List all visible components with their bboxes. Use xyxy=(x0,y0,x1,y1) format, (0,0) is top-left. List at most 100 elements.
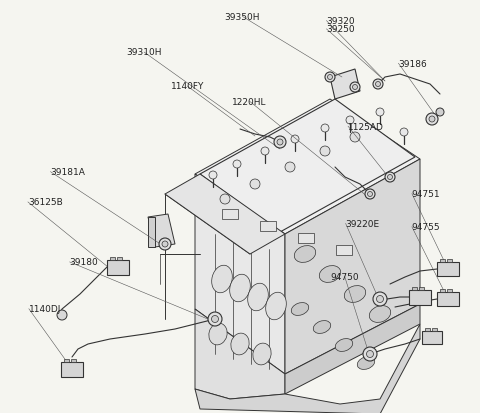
Bar xyxy=(61,362,83,377)
Text: 39320: 39320 xyxy=(326,17,355,26)
Circle shape xyxy=(320,147,330,157)
Text: 1140DJ: 1140DJ xyxy=(29,304,61,313)
Ellipse shape xyxy=(253,343,271,365)
Bar xyxy=(440,289,445,292)
Circle shape xyxy=(376,296,384,303)
Ellipse shape xyxy=(248,284,268,311)
Bar xyxy=(110,257,115,260)
Circle shape xyxy=(261,147,269,156)
Text: 39186: 39186 xyxy=(398,59,427,69)
Bar xyxy=(71,358,76,362)
Circle shape xyxy=(426,114,438,126)
Bar xyxy=(437,292,459,306)
Circle shape xyxy=(274,137,286,149)
Circle shape xyxy=(277,140,283,146)
Circle shape xyxy=(159,238,171,250)
Text: 94755: 94755 xyxy=(412,223,441,232)
Bar xyxy=(107,260,129,275)
Bar xyxy=(64,358,69,362)
Ellipse shape xyxy=(369,306,391,323)
Circle shape xyxy=(350,133,360,142)
Circle shape xyxy=(321,125,329,133)
Bar xyxy=(440,259,445,262)
Ellipse shape xyxy=(294,246,316,263)
Polygon shape xyxy=(195,309,285,399)
Circle shape xyxy=(250,180,260,190)
Text: 39181A: 39181A xyxy=(50,168,85,177)
Polygon shape xyxy=(195,100,420,235)
Text: 1220HL: 1220HL xyxy=(232,97,267,107)
Polygon shape xyxy=(285,304,420,394)
Ellipse shape xyxy=(344,286,366,303)
Circle shape xyxy=(376,109,384,117)
Polygon shape xyxy=(195,175,285,374)
Ellipse shape xyxy=(212,266,232,293)
Circle shape xyxy=(209,171,217,180)
Polygon shape xyxy=(200,100,415,233)
Ellipse shape xyxy=(319,266,341,283)
Bar xyxy=(437,262,459,276)
Circle shape xyxy=(212,316,218,323)
Circle shape xyxy=(400,129,408,137)
Text: 36125B: 36125B xyxy=(28,198,62,207)
Circle shape xyxy=(387,175,393,180)
Circle shape xyxy=(57,310,67,320)
Circle shape xyxy=(429,117,435,123)
Text: 39350H: 39350H xyxy=(225,13,260,22)
Circle shape xyxy=(385,173,395,183)
Text: 94750: 94750 xyxy=(330,272,359,281)
Bar xyxy=(409,290,431,305)
Circle shape xyxy=(373,292,387,306)
Bar xyxy=(425,328,430,331)
Circle shape xyxy=(325,73,335,83)
Circle shape xyxy=(285,163,295,173)
Text: 39220E: 39220E xyxy=(346,219,380,228)
Polygon shape xyxy=(330,70,360,100)
Bar xyxy=(222,209,238,219)
Bar xyxy=(422,331,442,344)
Ellipse shape xyxy=(231,333,249,355)
Ellipse shape xyxy=(230,275,250,302)
Polygon shape xyxy=(148,218,155,247)
Bar xyxy=(447,289,452,292)
Text: 94751: 94751 xyxy=(412,190,441,199)
Polygon shape xyxy=(165,175,285,254)
Text: 39250: 39250 xyxy=(326,25,355,34)
Bar xyxy=(298,233,314,243)
Text: 39180: 39180 xyxy=(70,258,98,267)
Circle shape xyxy=(352,85,358,90)
Circle shape xyxy=(350,83,360,93)
Bar xyxy=(412,287,417,290)
Text: 1140FY: 1140FY xyxy=(170,82,204,91)
Circle shape xyxy=(327,75,333,80)
Ellipse shape xyxy=(291,303,309,316)
Circle shape xyxy=(208,312,222,326)
Ellipse shape xyxy=(336,339,353,351)
Bar xyxy=(432,328,437,331)
Bar xyxy=(336,245,352,255)
Circle shape xyxy=(367,351,373,358)
Circle shape xyxy=(220,195,230,204)
Bar xyxy=(260,221,276,231)
Text: 39310H: 39310H xyxy=(126,48,162,57)
Circle shape xyxy=(233,161,241,169)
Circle shape xyxy=(373,80,383,90)
Circle shape xyxy=(365,190,375,199)
Bar xyxy=(117,257,122,260)
Ellipse shape xyxy=(357,357,375,370)
Polygon shape xyxy=(148,214,175,247)
Ellipse shape xyxy=(266,292,286,320)
Polygon shape xyxy=(285,159,420,374)
Circle shape xyxy=(363,347,377,361)
Bar xyxy=(419,287,424,290)
Circle shape xyxy=(162,242,168,247)
Circle shape xyxy=(436,109,444,117)
Circle shape xyxy=(368,192,372,197)
Polygon shape xyxy=(195,324,420,413)
Ellipse shape xyxy=(209,323,227,345)
Circle shape xyxy=(346,117,354,125)
Ellipse shape xyxy=(313,321,331,334)
Text: 1125AD: 1125AD xyxy=(348,122,384,131)
Bar xyxy=(447,259,452,262)
Circle shape xyxy=(291,136,299,144)
